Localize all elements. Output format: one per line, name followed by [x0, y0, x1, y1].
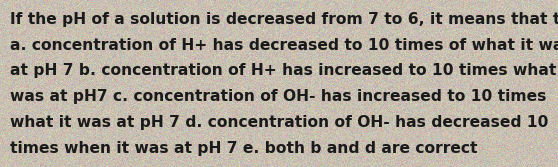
Text: what it was at pH 7 d. concentration of OH- has decreased 10: what it was at pH 7 d. concentration of … — [10, 115, 549, 130]
Text: times when it was at pH 7 e. both b and d are correct: times when it was at pH 7 e. both b and … — [10, 141, 478, 156]
Text: was at pH7 c. concentration of OH- has increased to 10 times: was at pH7 c. concentration of OH- has i… — [10, 89, 546, 104]
Text: a. concentration of H+ has decreased to 10 times of what it was: a. concentration of H+ has decreased to … — [10, 38, 558, 53]
Text: at pH 7 b. concentration of H+ has increased to 10 times what it: at pH 7 b. concentration of H+ has incre… — [10, 63, 558, 78]
Text: If the pH of a solution is decreased from 7 to 6, it means that the: If the pH of a solution is decreased fro… — [10, 12, 558, 27]
